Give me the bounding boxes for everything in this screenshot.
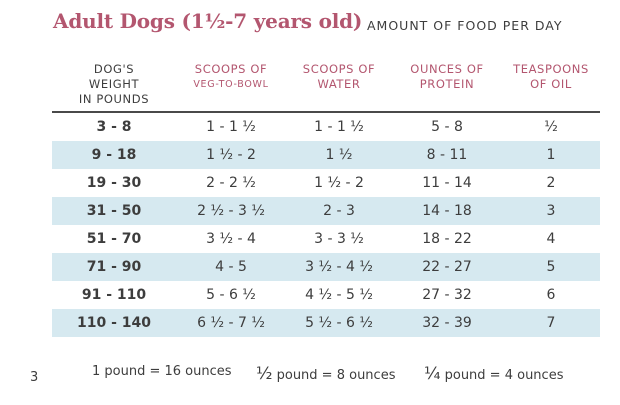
- footer: 3 1 pound = 16 ounces ½ pound = 8 ounces…: [0, 358, 620, 385]
- cell-scoops-water: 4 ½ - 5 ½: [305, 287, 373, 303]
- cell-weight: 19 - 30: [86, 175, 142, 191]
- cell-scoops-water: 1 - 1 ½: [314, 119, 364, 135]
- cell-weight: 31 - 50: [86, 203, 142, 219]
- table-row: 110 - 140 6 ½ - 7 ½ 5 ½ - 6 ½ 32 - 39 7: [52, 309, 600, 337]
- header-oil: TEASPOONS OF OIL: [513, 62, 589, 91]
- table-row: 3 - 8 1 - 1 ½ 1 - 1 ½ 5 - 8 ½: [52, 113, 600, 141]
- table-row: 19 - 30 2 - 2 ½ 1 ½ - 2 11 - 14 2: [52, 169, 600, 197]
- cell-scoops-veg: 3 ½ - 4: [206, 231, 256, 247]
- cell-oil: 5: [546, 259, 556, 275]
- feeding-table: DOG'S WEIGHT IN POUNDS SCOOPS OF VEG-TO-…: [52, 58, 600, 337]
- cell-weight: 3 - 8: [96, 119, 132, 135]
- header-weight: DOG'S WEIGHT IN POUNDS: [78, 62, 150, 106]
- cell-scoops-water: 3 ½ - 4 ½: [305, 259, 373, 275]
- table-row: 91 - 110 5 - 6 ½ 4 ½ - 5 ½ 27 - 32 6: [52, 281, 600, 309]
- cell-scoops-veg: 4 - 5: [215, 259, 247, 275]
- cell-protein: 18 - 22: [422, 231, 472, 247]
- cell-protein: 22 - 27: [422, 259, 472, 275]
- cell-protein: 8 - 11: [426, 147, 468, 163]
- cell-scoops-water: 3 - 3 ½: [314, 231, 364, 247]
- cell-oil: ½: [544, 119, 558, 135]
- cell-oil: 4: [546, 231, 556, 247]
- header-scoops-veg: SCOOPS OF VEG-TO-BOWL: [193, 62, 269, 90]
- conversion-note: 1 pound = 16 ounces: [92, 364, 232, 379]
- cell-oil: 6: [546, 287, 556, 303]
- cell-oil: 1: [546, 147, 556, 163]
- table-row: 51 - 70 3 ½ - 4 3 - 3 ½ 18 - 22 4: [52, 225, 600, 253]
- cell-scoops-veg: 6 ½ - 7 ½: [197, 315, 265, 331]
- page-subtitle: AMOUNT OF FOOD PER DAY: [367, 18, 563, 33]
- table-row: 31 - 50 2 ½ - 3 ½ 2 - 3 14 - 18 3: [52, 197, 600, 225]
- cell-protein: 14 - 18: [422, 203, 472, 219]
- cell-oil: 2: [546, 175, 556, 191]
- cell-protein: 27 - 32: [422, 287, 472, 303]
- table-header: DOG'S WEIGHT IN POUNDS SCOOPS OF VEG-TO-…: [52, 58, 600, 113]
- cell-scoops-water: 1 ½: [325, 147, 353, 163]
- header-protein: OUNCES OF PROTEIN: [410, 62, 484, 91]
- page-number: 3: [30, 370, 39, 385]
- header-scoops-water: SCOOPS OF WATER: [302, 62, 376, 91]
- page-title: Adult Dogs (1½-7 years old): [53, 9, 363, 33]
- cell-scoops-water: 5 ½ - 6 ½: [305, 315, 373, 331]
- conversion-note: ½ pound = 8 ounces: [256, 364, 396, 384]
- cell-oil: 3: [546, 203, 556, 219]
- table-row: 71 - 90 4 - 5 3 ½ - 4 ½ 22 - 27 5: [52, 253, 600, 281]
- cell-scoops-veg: 2 - 2 ½: [206, 175, 256, 191]
- cell-scoops-veg: 5 - 6 ½: [206, 287, 256, 303]
- cell-scoops-veg: 1 ½ - 2: [206, 147, 256, 163]
- cell-weight: 91 - 110: [81, 287, 147, 303]
- conversion-note: ¼ pound = 4 ounces: [424, 364, 564, 384]
- cell-scoops-water: 1 ½ - 2: [314, 175, 364, 191]
- cell-weight: 71 - 90: [86, 259, 142, 275]
- table-row: 9 - 18 1 ½ - 2 1 ½ 8 - 11 1: [52, 141, 600, 169]
- cell-protein: 5 - 8: [431, 119, 463, 135]
- cell-scoops-veg: 1 - 1 ½: [206, 119, 256, 135]
- cell-weight: 9 - 18: [91, 147, 137, 163]
- cell-protein: 32 - 39: [422, 315, 472, 331]
- cell-protein: 11 - 14: [422, 175, 472, 191]
- cell-weight: 110 - 140: [76, 315, 151, 331]
- cell-oil: 7: [546, 315, 556, 331]
- cell-scoops-veg: 2 ½ - 3 ½: [197, 203, 265, 219]
- title-row: Adult Dogs (1½-7 years old) AMOUNT OF FO…: [53, 9, 613, 41]
- cell-weight: 51 - 70: [86, 231, 142, 247]
- cell-scoops-water: 2 - 3: [323, 203, 355, 219]
